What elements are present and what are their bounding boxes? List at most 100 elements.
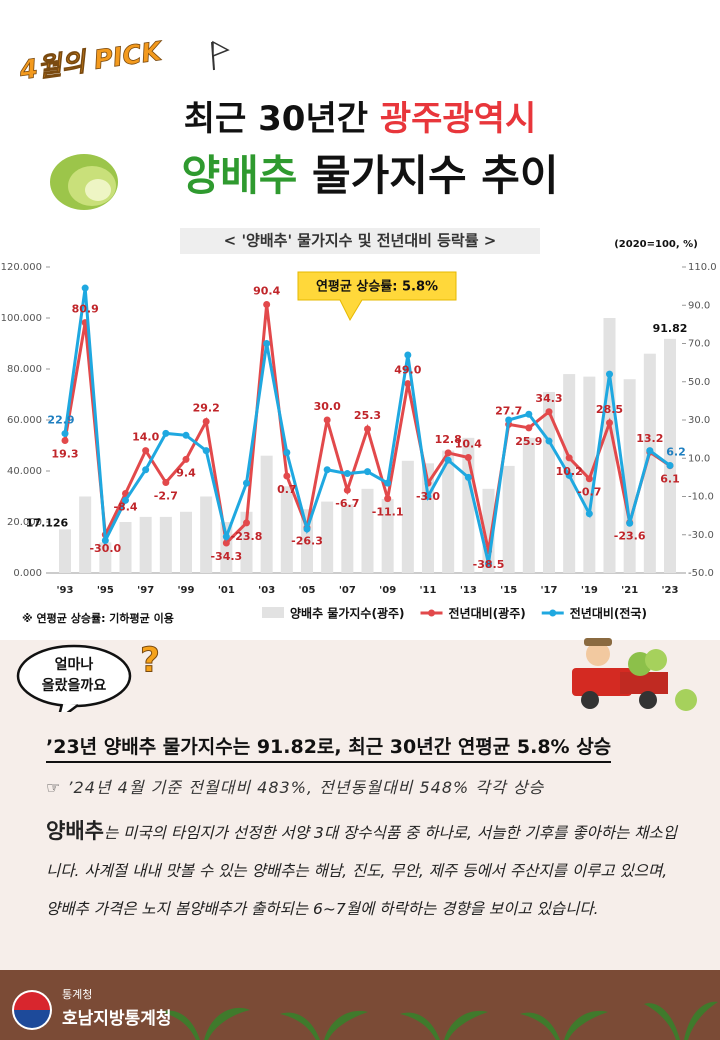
bar	[603, 318, 616, 573]
x-tick-label: '05	[299, 585, 316, 596]
bar	[79, 496, 92, 573]
flag	[212, 40, 230, 58]
bar	[220, 522, 233, 573]
data-label: 91.82	[653, 322, 688, 335]
footer: 통계청 호남지방통계청	[0, 970, 720, 1040]
point	[565, 454, 573, 462]
bar	[200, 496, 213, 573]
paragraph-text: 는 미국의 타임지가 선정한 서양 3대 장수식품 중 하나로, 서늘한 기후를…	[46, 824, 677, 918]
x-tick-label: '19	[581, 585, 598, 596]
bar	[99, 542, 112, 573]
legend-swatch	[428, 609, 436, 617]
y-tick-label: 120.000	[1, 262, 42, 273]
point	[81, 284, 89, 292]
point	[222, 539, 230, 547]
footer-art	[12, 990, 718, 1040]
data-label: 10.2	[556, 465, 583, 478]
annotation: 연평균 상승률: 5.8%	[316, 279, 438, 295]
data-label: -0.7	[577, 486, 601, 499]
point	[142, 447, 150, 455]
point	[646, 447, 654, 455]
data-label: -2.7	[154, 490, 178, 503]
bar	[361, 488, 374, 573]
legend-label: 전년대비(전국)	[570, 606, 647, 621]
unit-note: (2020=100, %)	[614, 239, 698, 250]
x-tick-label: '07	[339, 585, 356, 596]
point	[606, 419, 613, 427]
truck-illustration	[572, 638, 697, 711]
y2-tick-label: 110.0	[688, 262, 717, 273]
x-tick-label: '11	[420, 585, 437, 596]
bubble-text: 얼마나	[55, 657, 94, 673]
bar	[442, 450, 455, 573]
point	[61, 436, 69, 444]
legend-label: 양배추 물가지수(광주)	[290, 606, 405, 621]
data-label: 25.9	[515, 435, 542, 448]
bar	[643, 353, 656, 573]
bar	[341, 504, 354, 573]
y-tick-label: 20.000	[7, 517, 42, 528]
x-tick-label: '93	[57, 585, 74, 596]
point	[61, 430, 69, 438]
bubble-tail	[58, 703, 79, 712]
subtitle-box	[180, 228, 540, 254]
chart-subtitle: < '양배추' 물가지수 및 전년대비 등락률 >	[224, 232, 497, 250]
y-tick-label: 40.000	[7, 466, 42, 477]
point	[122, 496, 129, 504]
bar	[623, 379, 636, 573]
data-label: 17.126	[26, 516, 69, 529]
point	[444, 456, 452, 464]
data-label: 10.4	[455, 437, 482, 450]
data-label: 28.5	[596, 403, 623, 416]
agency-small: 통계청	[62, 988, 93, 1001]
x-tick-label: '17	[541, 585, 558, 596]
data-label: -34.3	[210, 550, 242, 563]
data-label: -26.3	[291, 535, 323, 548]
bar	[59, 529, 71, 573]
title-line1: 최근 30년간 광주광역시	[184, 99, 537, 139]
data-label: 90.4	[253, 284, 280, 297]
footnote: ※ 연평균 상승률: 기하평균 이용	[22, 611, 174, 625]
title-part: 물가지수 추이	[297, 151, 558, 200]
legend: 양배추 물가지수(광주) 전년대비(광주) 전년대비(전국)	[262, 606, 647, 621]
point	[585, 475, 593, 483]
y2-tick-label: -50.0	[688, 568, 714, 579]
data-label: 49.0	[394, 364, 421, 377]
headline: ’23년 양배추 물가지수는 91.82로, 최근 30년간 연평균 5.8% …	[46, 732, 612, 763]
point	[384, 495, 392, 503]
point	[525, 424, 533, 432]
title-product: 양배추	[181, 151, 297, 200]
y2-tick-label: 70.0	[688, 339, 710, 350]
question-mark: ?	[140, 641, 160, 681]
infographic-top: 4월의 PICK 최근 30년간 광주광역시 양배추 물가지수 추이 < '양배…	[0, 36, 720, 712]
point	[505, 416, 513, 424]
point	[424, 493, 432, 500]
x-tick-label: '95	[97, 585, 114, 596]
point	[545, 437, 553, 445]
point	[343, 470, 351, 478]
data-label: -3.0	[416, 490, 440, 503]
x-tick-label: '21	[621, 585, 638, 596]
body-area: ’23년 양배추 물가지수는 91.82로, 최근 30년간 연평균 5.8% …	[0, 712, 720, 970]
point	[243, 519, 250, 527]
point	[323, 416, 331, 424]
point	[263, 340, 271, 347]
point	[182, 431, 190, 439]
point	[485, 559, 492, 567]
y-tick-label: 0.000	[13, 568, 42, 579]
data-label: 12.8	[435, 433, 462, 446]
bar	[664, 338, 676, 573]
cabbage-icon	[50, 154, 118, 210]
data-label: 14.0	[132, 431, 159, 444]
paragraph: 양배추는 미국의 타임지가 선정한 서양 3대 장수식품 중 하나로, 서늘한 …	[46, 812, 686, 928]
y-tick-label: 60.000	[7, 415, 42, 426]
data-label: -6.7	[335, 497, 359, 510]
speech-bubble	[16, 644, 132, 708]
bar	[381, 499, 394, 573]
y2-tick-label: 90.0	[688, 300, 710, 311]
data-label: -11.1	[372, 506, 404, 519]
data-label: 19.3	[51, 447, 78, 460]
point	[101, 536, 109, 544]
point	[464, 453, 472, 461]
point	[585, 510, 593, 518]
